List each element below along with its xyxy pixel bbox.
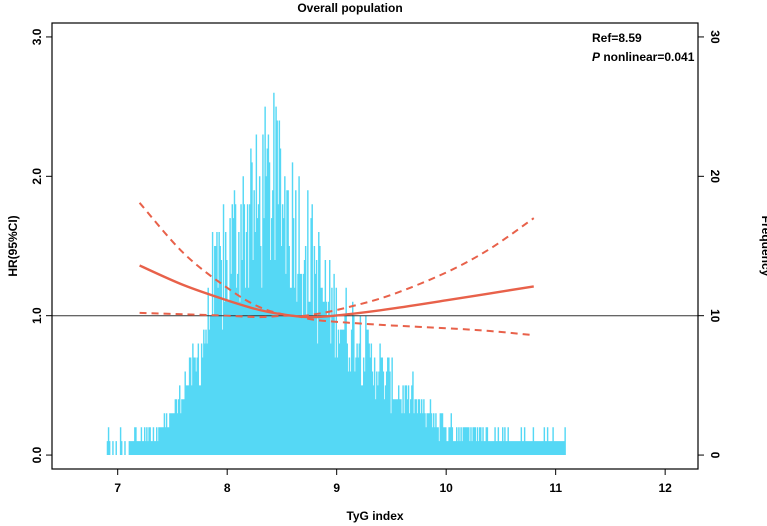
plot-frame [51, 22, 699, 470]
y-axis-left: 0.0 1.0 2.0 3.0 [30, 28, 52, 463]
y-tick-label: 0.0 [30, 446, 44, 463]
x-axis-label: TyG index [346, 509, 403, 523]
ci-lower-curve [139, 311, 534, 337]
y2-tick-label: 0 [708, 452, 722, 459]
histogram-bars [106, 92, 566, 456]
p-value-text: nonlinear=0.041 [600, 50, 695, 64]
y2-tick-label: 10 [708, 309, 722, 323]
y2-axis-label: Frequency [759, 216, 767, 277]
x-tick-label: 12 [658, 481, 672, 495]
x-tick-label: 10 [439, 481, 453, 495]
y-tick-label: 3.0 [30, 28, 44, 45]
y-tick-label: 1.0 [30, 307, 44, 324]
y2-tick-label: 20 [708, 170, 722, 184]
ci-upper-curve [138, 202, 535, 318]
frequency-histogram [106, 92, 566, 456]
x-tick-label: 11 [549, 481, 562, 495]
y-axis-right: 0 10 20 30 [698, 30, 722, 459]
p-symbol: P [592, 50, 601, 64]
x-tick-label: 9 [333, 481, 340, 495]
p-nonlinear-annotation: P nonlinear=0.041 [592, 50, 695, 64]
x-axis: 7 8 9 10 11 12 [114, 469, 672, 495]
y-tick-label: 2.0 [30, 168, 44, 185]
x-tick-label: 7 [114, 481, 121, 495]
hr-curve [139, 264, 534, 319]
y2-tick-label: 30 [708, 30, 722, 44]
ref-annotation: Ref=8.59 [592, 31, 642, 45]
chart-title: Overall population [297, 1, 402, 15]
x-tick-label: 8 [224, 481, 231, 495]
y-axis-label: HR(95%CI) [6, 215, 20, 276]
